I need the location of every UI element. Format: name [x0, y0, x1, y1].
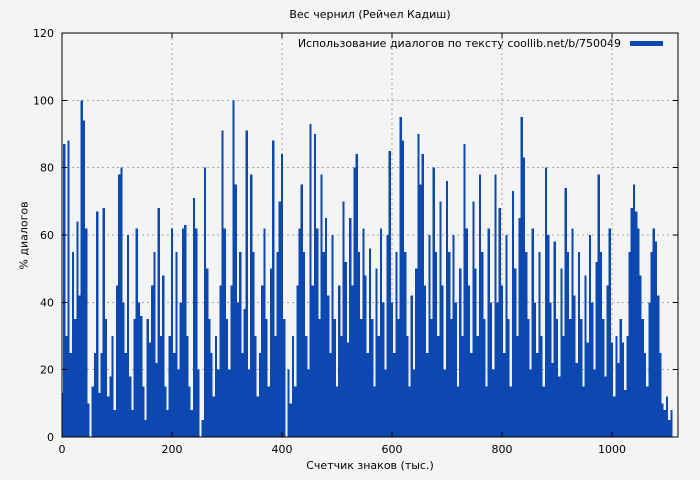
svg-text:600: 600	[382, 443, 403, 456]
svg-text:100: 100	[33, 94, 54, 107]
legend-swatch-impulse	[630, 40, 663, 46]
legend: Использование диалогов по тексту coollib…	[298, 37, 663, 50]
svg-text:80: 80	[40, 162, 54, 175]
svg-text:120: 120	[33, 27, 54, 40]
chart-title: Вес чернил (Рейчел Кадиш)	[289, 8, 451, 21]
x-axis-label: Счетчик знаков (тыс.)	[306, 459, 434, 472]
svg-text:400: 400	[272, 443, 293, 456]
svg-text:20: 20	[40, 364, 54, 377]
svg-text:0: 0	[47, 431, 54, 444]
svg-text:0: 0	[59, 443, 66, 456]
legend-label: Использование диалогов по тексту coollib…	[297, 37, 621, 50]
svg-text:200: 200	[162, 443, 183, 456]
svg-text:40: 40	[40, 296, 54, 309]
svg-text:1000: 1000	[598, 443, 626, 456]
svg-text:60: 60	[40, 229, 54, 242]
svg-text:800: 800	[492, 443, 513, 456]
